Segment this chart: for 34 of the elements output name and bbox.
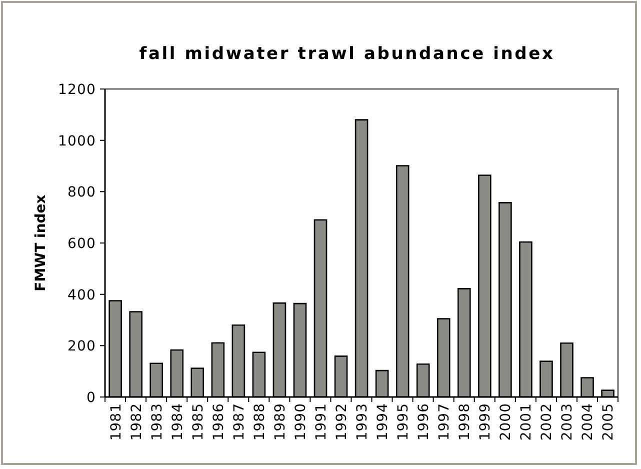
x-tick-label: 1985 [190,403,206,441]
x-tick-label: 1991 [313,403,330,441]
y-axis-title: FMWT index [33,194,49,292]
y-tick-label: 800 [67,184,96,201]
y-tick-label: 400 [67,287,96,304]
y-tick-label: 200 [67,338,96,355]
x-tick-label: 1993 [354,403,370,441]
x-tick-label: 1992 [334,403,350,441]
x-tick-label: 1989 [272,403,288,441]
x-tick-label: 1981 [108,403,124,441]
y-tick-label: 1200 [58,82,96,98]
x-tick-label: 1994 [375,403,392,441]
x-tick-label: 1998 [457,403,474,441]
x-tick-label: 2004 [580,403,596,441]
chart-title: fall midwater trawl abundance index [138,44,556,64]
x-tick-label: 1987 [231,403,248,441]
x-tick-label: 2000 [498,403,514,441]
x-tick-label: 1983 [149,403,166,441]
x-tick-label: 1997 [436,403,453,441]
y-tick-label: 600 [67,236,96,252]
x-tick-label: 1995 [396,403,412,441]
x-tick-label: 1999 [478,403,494,441]
x-tick-label: 2003 [560,403,576,441]
x-tick-label: 2002 [539,403,556,441]
x-tick-label: 1988 [252,403,268,441]
x-tick-label: 1982 [128,403,145,441]
x-tick-label: 1996 [416,403,432,441]
x-tick-label: 2005 [600,403,617,441]
y-tick-label: 1000 [58,133,96,150]
y-tick-label: 0 [86,390,96,406]
x-tick-label: 1984 [170,403,186,441]
x-tick-label: 1986 [210,403,227,441]
x-tick-label: 2001 [518,403,535,441]
x-tick-label: 1990 [292,403,309,441]
